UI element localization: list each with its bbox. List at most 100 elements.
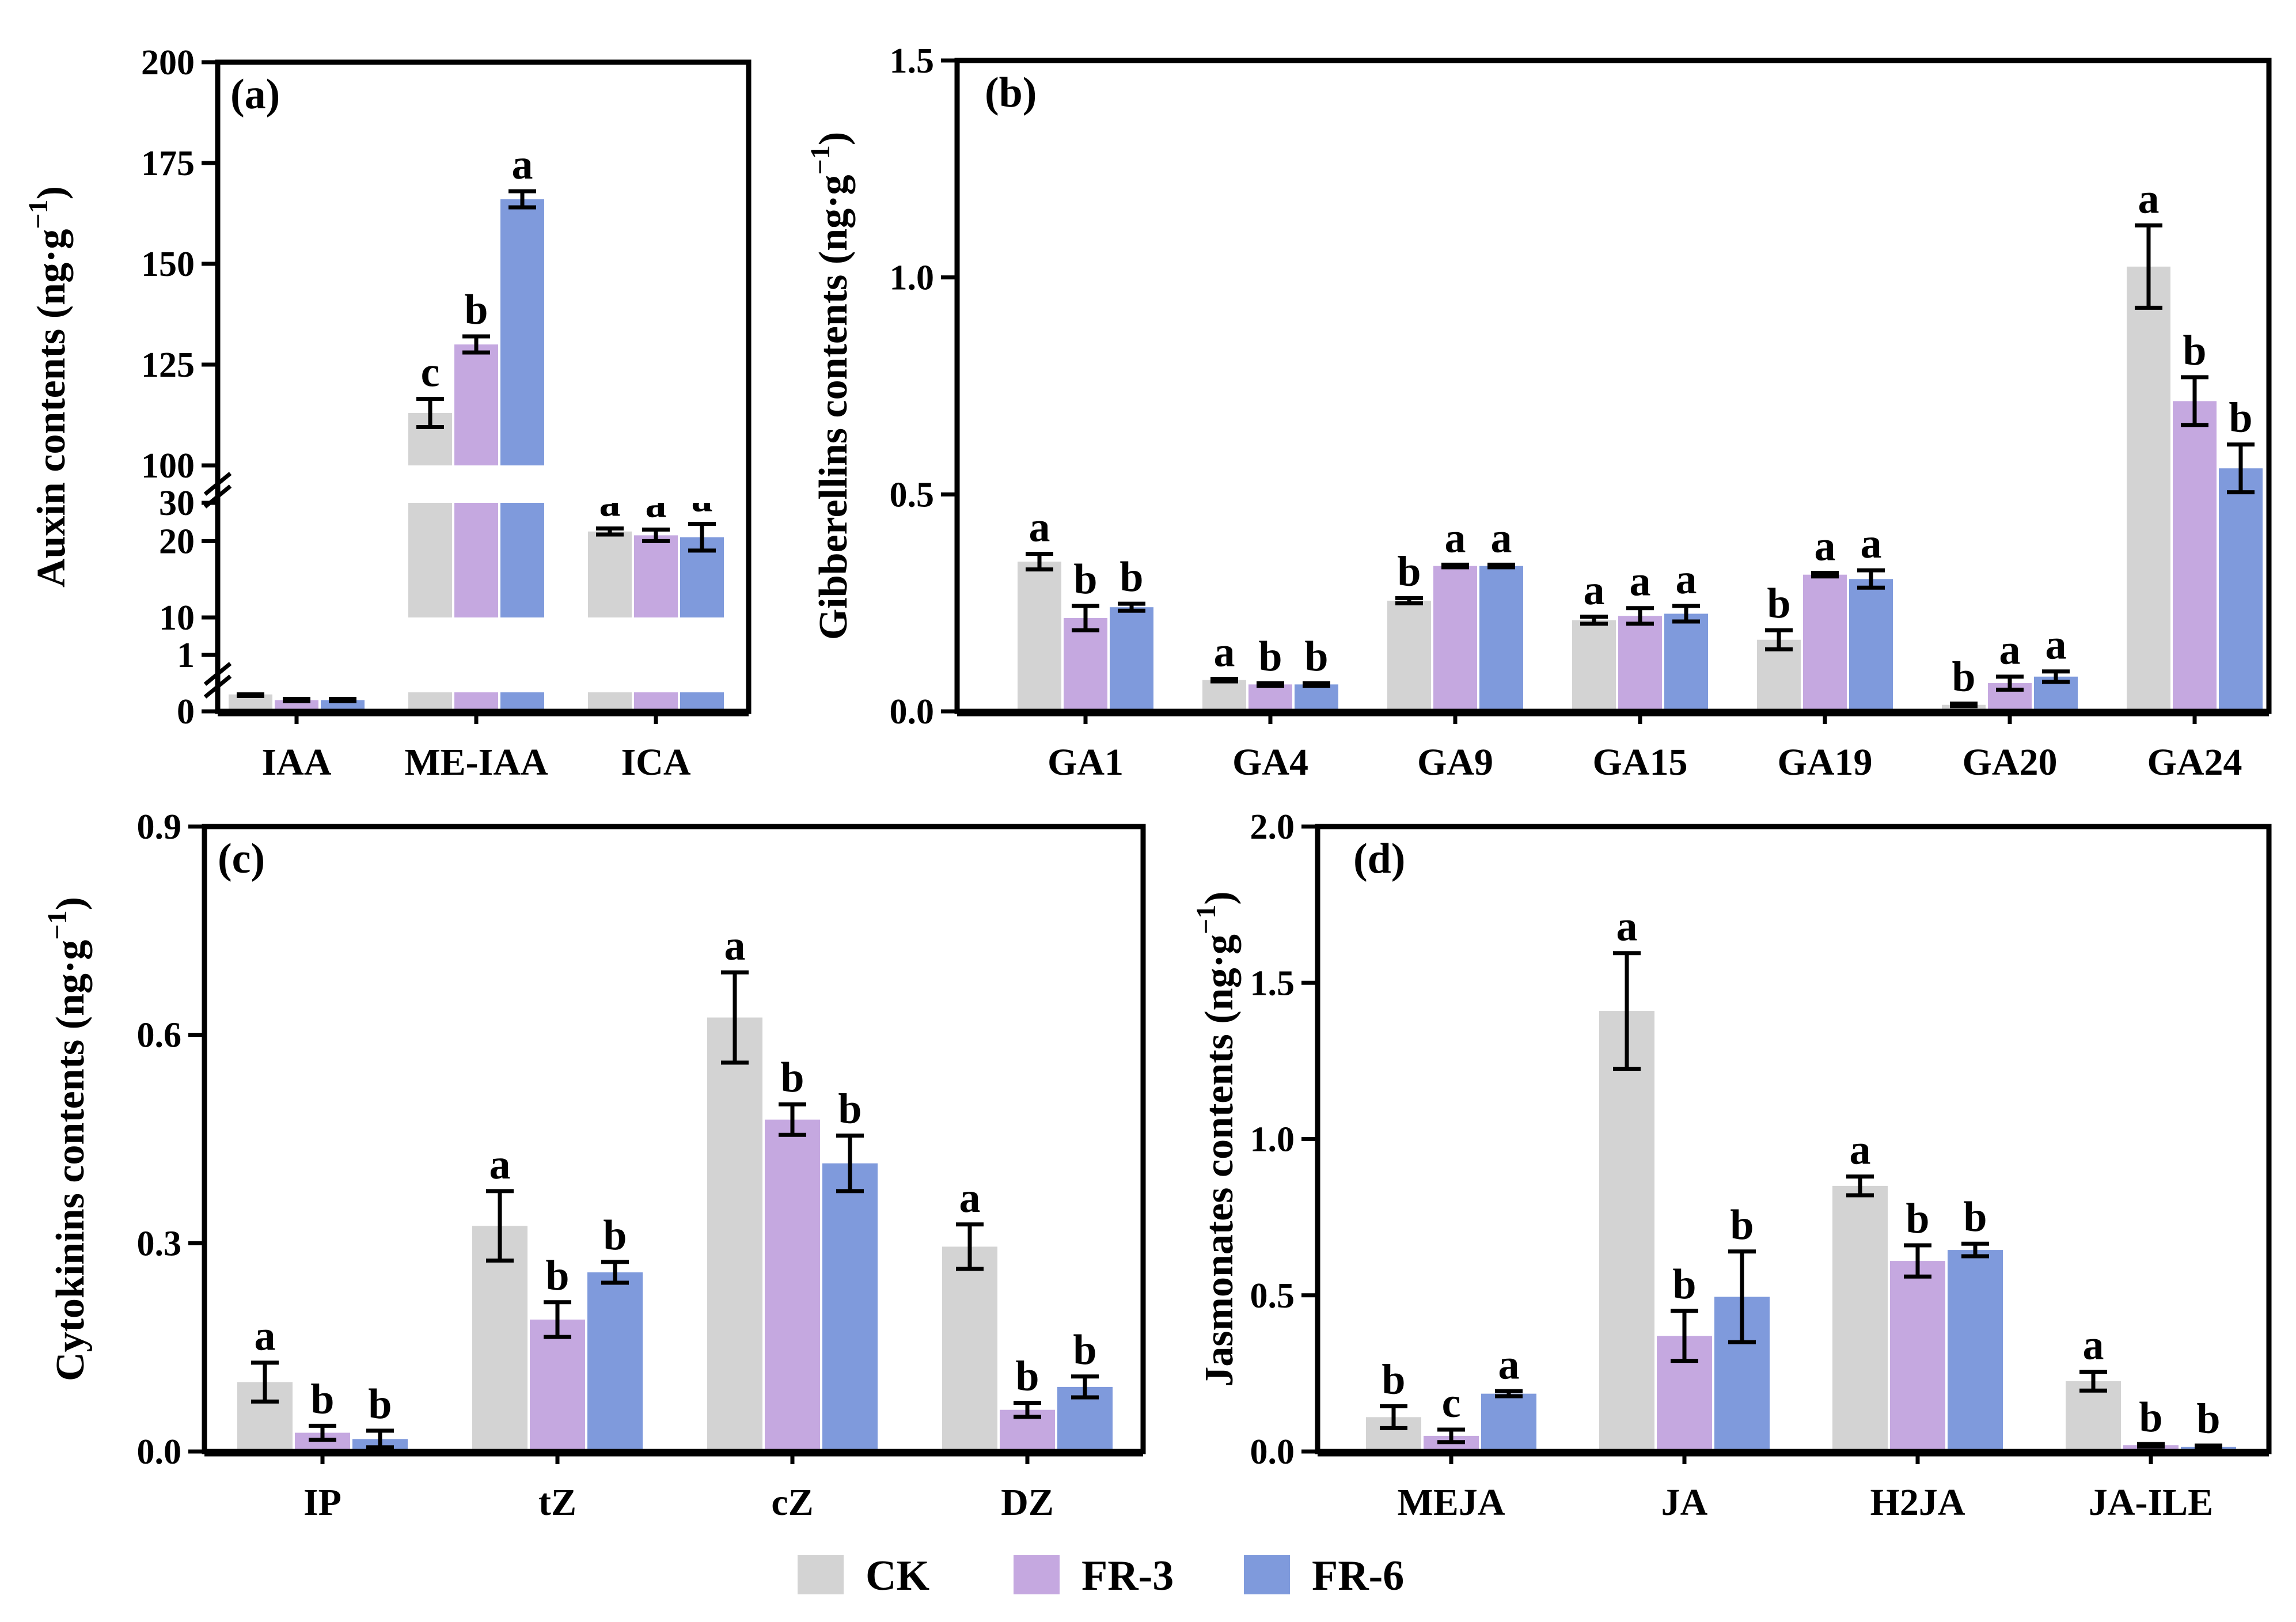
break-slash bbox=[203, 472, 232, 496]
significance-letter-GA1-FR-3: b bbox=[1073, 556, 1097, 603]
legend: CK FR-3 FR-6 bbox=[798, 1552, 1404, 1600]
bar-H2JA-FR-6 bbox=[1948, 1250, 2003, 1452]
y-tick-label-1.5: 1.5 bbox=[890, 41, 935, 81]
errorbar-GA1-CK bbox=[1026, 552, 1053, 572]
y-tick-label-175: 175 bbox=[141, 144, 195, 183]
errorbar-GA9-FR-3 bbox=[1441, 562, 1469, 570]
errorbar-GA19-FR-6 bbox=[1857, 568, 1885, 590]
bar-GA4-FR-3 bbox=[1248, 684, 1292, 711]
errorbar-GA19-FR-3 bbox=[1811, 571, 1839, 579]
errorbar-GA15-FR-6 bbox=[1672, 604, 1700, 624]
significance-letter-DZ-FR-6: b bbox=[1073, 1327, 1096, 1374]
panel-label-c: (c) bbox=[218, 835, 265, 882]
significance-letter-GA20-CK: b bbox=[1952, 653, 1975, 700]
x-tick-label-IP: IP bbox=[303, 1481, 341, 1524]
category-group-GA24: a bb GA24 bbox=[2127, 175, 2263, 783]
significance-letter-GA19-FR-3: a bbox=[1815, 523, 1836, 570]
errorbar-GA20-FR-3 bbox=[1996, 674, 2024, 692]
errorbar-IP-FR-3 bbox=[309, 1423, 336, 1442]
bar-GA15-CK bbox=[1572, 620, 1616, 711]
significance-letter-JA-FR-3: b bbox=[1672, 1261, 1696, 1308]
bar-GA19-FR-3 bbox=[1803, 574, 1847, 711]
x-tick-label-GA15: GA15 bbox=[1593, 741, 1688, 783]
bar-tZ-FR-3 bbox=[530, 1319, 585, 1452]
significance-letter-cZ-FR-6: b bbox=[838, 1085, 862, 1132]
significance-letter-GA15-CK: a bbox=[1584, 567, 1605, 614]
x-tick-label-GA9: GA9 bbox=[1417, 741, 1493, 783]
legend-swatch-FR-3 bbox=[1014, 1555, 1060, 1594]
bar-GA4-FR-6 bbox=[1295, 684, 1338, 711]
bar-JA-ILE-CK bbox=[2066, 1381, 2121, 1452]
errorbar-GA19-CK bbox=[1765, 628, 1793, 651]
significance-letter-GA24-CK: a bbox=[2138, 175, 2160, 222]
significance-letter-GA15-FR-3: a bbox=[1630, 558, 1651, 605]
bar-GA24-FR-6 bbox=[2219, 468, 2263, 711]
significance-letter-JA-ILE-FR-3: b bbox=[2139, 1394, 2162, 1441]
errorbar-GA1-FR-3 bbox=[1072, 604, 1099, 632]
significance-letter-MEJA-FR-3: c bbox=[1442, 1380, 1461, 1427]
errorbar-ME-IAA-FR-3 bbox=[462, 334, 490, 355]
panel-label-b: (b) bbox=[985, 69, 1037, 116]
significance-letter-JA-ILE-FR-6: b bbox=[2196, 1396, 2220, 1443]
significance-letter-ME-IAA-FR-6: a bbox=[512, 141, 533, 188]
significance-letter-GA20-FR-3: a bbox=[1999, 627, 2021, 674]
significance-letter-GA20-FR-6: a bbox=[2045, 621, 2067, 669]
x-tick-label-MEJA: MEJA bbox=[1398, 1481, 1505, 1524]
y-axis-label: Gibberellins contents (ng·g−1) bbox=[805, 132, 856, 640]
legend-label-FR-3: FR-3 bbox=[1081, 1552, 1174, 1600]
bar-GA15-FR-3 bbox=[1618, 616, 1662, 711]
y-axis-label-main: Auxin contents bbox=[29, 319, 74, 588]
significance-letter-GA19-CK: b bbox=[1767, 580, 1790, 627]
errorbar-MEJA-CK bbox=[1380, 1404, 1407, 1430]
plot-frame bbox=[954, 58, 2272, 714]
bar-cZ-CK bbox=[707, 1017, 762, 1452]
errorbar-GA24-CK bbox=[2135, 223, 2162, 310]
category-group-DZ: a bb DZ bbox=[942, 1174, 1113, 1524]
errorbar-IAA-FR-6 bbox=[329, 696, 356, 703]
significance-letter-tZ-CK: a bbox=[489, 1141, 511, 1188]
significance-letter-IP-FR-6: b bbox=[368, 1381, 392, 1428]
category-group-IP: ab bIP bbox=[237, 1313, 408, 1524]
y-axis-label-exponent: −1 bbox=[42, 910, 73, 939]
significance-letter-JA-ILE-CK: a bbox=[2083, 1322, 2104, 1369]
category-group-cZ: a bb cZ bbox=[707, 922, 878, 1524]
x-tick-label-GA4: GA4 bbox=[1232, 741, 1308, 783]
y-tick-label-0.0: 0.0 bbox=[137, 1432, 182, 1472]
legend-label-CK: CK bbox=[866, 1552, 929, 1600]
axis-break-gap-1 bbox=[220, 655, 746, 692]
errorbar-GA4-CK bbox=[1210, 677, 1238, 684]
significance-letter-ME-IAA-CK: c bbox=[421, 349, 440, 396]
bar-ME-IAA-FR-6-part2 bbox=[500, 199, 544, 465]
errorbar-JA-ILE-FR-6 bbox=[2195, 1443, 2222, 1450]
bar-cZ-FR-3 bbox=[765, 1119, 820, 1452]
category-group-tZ: a bb tZ bbox=[472, 1141, 643, 1524]
errorbar-JA-FR-6 bbox=[1728, 1249, 1756, 1344]
bar-GA1-FR-3 bbox=[1064, 618, 1107, 711]
significance-letter-tZ-FR-6: b bbox=[603, 1212, 627, 1259]
significance-letter-cZ-FR-3: b bbox=[780, 1054, 804, 1101]
legend-item-CK: CK bbox=[798, 1552, 929, 1600]
legend-swatch-CK bbox=[798, 1555, 844, 1594]
bar-ME-IAA-FR-3-part2 bbox=[454, 344, 498, 465]
bar-cZ-FR-6 bbox=[822, 1163, 878, 1452]
y-axis-label-unit: (ng·g bbox=[811, 175, 856, 264]
break-slash bbox=[203, 662, 232, 686]
y-axis-label-main: Cytokinins contents bbox=[48, 1029, 93, 1381]
errorbar-tZ-CK bbox=[486, 1189, 514, 1263]
bar-GA4-CK bbox=[1202, 680, 1246, 711]
break-slash bbox=[203, 484, 232, 509]
significance-letter-DZ-FR-3: b bbox=[1015, 1353, 1039, 1400]
significance-letter-MEJA-FR-6: a bbox=[1498, 1341, 1520, 1388]
x-tick-label-JA-ILE: JA-ILE bbox=[2089, 1481, 2213, 1524]
significance-letter-GA4-FR-6: b bbox=[1304, 633, 1328, 680]
significance-letter-JA-FR-6: b bbox=[1730, 1202, 1754, 1249]
bar-GA19-FR-6 bbox=[1849, 579, 1893, 711]
legend-item-FR-6: FR-6 bbox=[1244, 1552, 1404, 1600]
errorbar-JA-FR-3 bbox=[1671, 1309, 1698, 1363]
